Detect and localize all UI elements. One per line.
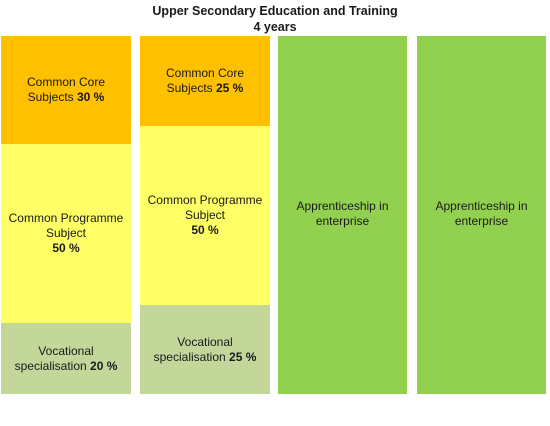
vocational-specialisation-label: Vocational specialisation [153, 334, 233, 364]
diagram-title: Upper Secondary Education and Training [152, 4, 398, 18]
apprenticeship-block: Apprenticeship in enterprise [278, 36, 407, 394]
vocational-specialisation-label: Vocational specialisation [14, 343, 94, 373]
common-core-pct: 25 % [216, 81, 244, 95]
vocational-specialisation-pct: 20 % [90, 358, 118, 373]
diagram-title-block: Upper Secondary Education and Training 4… [0, 3, 550, 35]
common-programme-label: Common Programme Subject [147, 193, 263, 222]
column-2: Common Core Subjects 25 % Common Program… [140, 36, 270, 394]
common-programme-pct: 50 % [52, 241, 80, 255]
vocational-specialisation-block: Vocational specialisation 20 % [1, 323, 131, 394]
column-4: Apprenticeship in enterprise [417, 36, 546, 394]
apprenticeship-block: Apprenticeship in enterprise [417, 36, 546, 394]
apprenticeship-label: Apprenticeship in enterprise [435, 199, 528, 228]
common-core-block: Common Core Subjects 30 % [1, 36, 131, 144]
common-core-block: Common Core Subjects 25 % [140, 36, 270, 126]
common-core-pct: 30 % [77, 90, 105, 104]
common-programme-block: Common Programme Subject 50 % [1, 144, 131, 323]
diagram-subtitle: 4 years [253, 20, 297, 34]
common-core-label: Common Core Subjects [165, 66, 245, 95]
vocational-specialisation-pct: 25 % [229, 349, 257, 364]
column-3: Apprenticeship in enterprise [278, 36, 407, 394]
common-programme-label: Common Programme Subject [8, 211, 124, 240]
common-programme-pct: 50 % [191, 223, 219, 237]
common-programme-block: Common Programme Subject 50 % [140, 126, 270, 305]
column-1: Common Core Subjects 30 % Common Program… [1, 36, 131, 394]
vocational-specialisation-block: Vocational specialisation 25 % [140, 305, 270, 394]
apprenticeship-label: Apprenticeship in enterprise [296, 199, 389, 228]
common-core-label: Common Core Subjects [26, 75, 106, 104]
